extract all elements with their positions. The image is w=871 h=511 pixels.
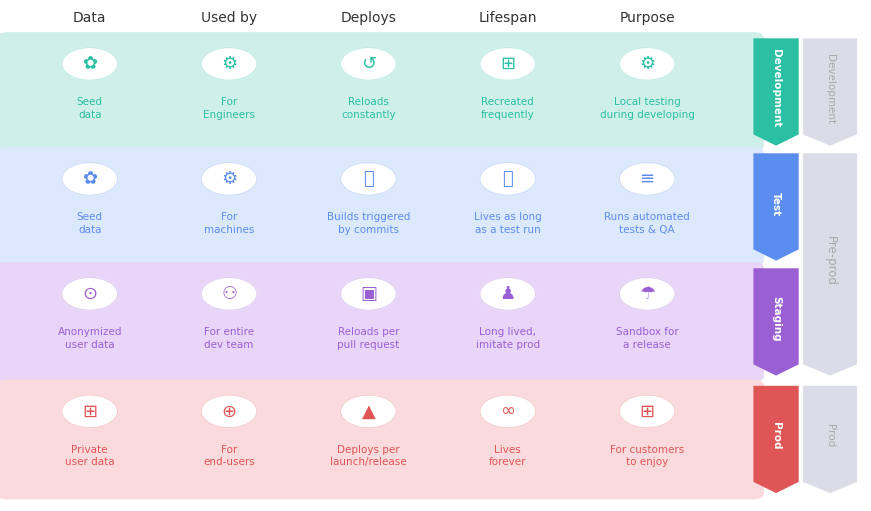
Circle shape [62, 162, 118, 195]
Polygon shape [753, 38, 799, 146]
Text: ⏱: ⏱ [503, 170, 513, 188]
Text: Purpose: Purpose [619, 11, 675, 25]
Circle shape [341, 395, 396, 428]
Text: ⚙: ⚙ [221, 170, 237, 188]
Text: ⊕: ⊕ [221, 402, 237, 421]
Text: Data: Data [73, 11, 106, 25]
Polygon shape [753, 153, 799, 261]
Circle shape [341, 277, 396, 310]
Circle shape [480, 48, 536, 80]
Polygon shape [753, 268, 799, 376]
Text: ⊞: ⊞ [82, 402, 98, 421]
Text: ✿: ✿ [82, 170, 98, 188]
FancyBboxPatch shape [0, 262, 764, 382]
Text: Development: Development [825, 54, 835, 124]
Text: ⊞: ⊞ [639, 402, 655, 421]
Text: Lifespan: Lifespan [478, 11, 537, 25]
Text: ⚙: ⚙ [639, 55, 655, 73]
Text: ⚇: ⚇ [221, 285, 237, 303]
Text: Prod: Prod [825, 425, 835, 448]
Polygon shape [803, 153, 857, 376]
Text: ▣: ▣ [360, 285, 377, 303]
Text: Deploys: Deploys [341, 11, 396, 25]
Text: Lives as long
as a test run: Lives as long as a test run [474, 212, 542, 235]
Circle shape [201, 395, 257, 428]
Circle shape [201, 277, 257, 310]
Circle shape [62, 48, 118, 80]
Circle shape [341, 162, 396, 195]
Circle shape [62, 277, 118, 310]
Text: For
Engineers: For Engineers [203, 97, 255, 120]
Text: ↺: ↺ [361, 55, 376, 73]
Text: Development: Development [771, 50, 781, 128]
Text: ✿: ✿ [82, 55, 98, 73]
Text: Runs automated
tests & QA: Runs automated tests & QA [604, 212, 690, 235]
Text: Staging: Staging [771, 296, 781, 341]
Text: For entire
dev team: For entire dev team [204, 327, 254, 350]
Text: For
machines: For machines [204, 212, 254, 235]
Circle shape [201, 48, 257, 80]
Text: Reloads per
pull request: Reloads per pull request [337, 327, 400, 350]
Text: Pre-prod: Pre-prod [824, 236, 836, 286]
Text: Seed
data: Seed data [77, 97, 103, 120]
Text: Reloads
constantly: Reloads constantly [341, 97, 395, 120]
Text: Used by: Used by [201, 11, 257, 25]
Text: ⌚: ⌚ [363, 170, 374, 188]
Polygon shape [753, 386, 799, 493]
Circle shape [619, 48, 675, 80]
Text: Seed
data: Seed data [77, 212, 103, 235]
Text: Prod: Prod [771, 422, 781, 450]
Text: ⊞: ⊞ [500, 55, 516, 73]
Text: Anonymized
user data: Anonymized user data [57, 327, 122, 350]
Text: ≡: ≡ [639, 170, 655, 188]
Circle shape [619, 277, 675, 310]
Text: ⚙: ⚙ [221, 55, 237, 73]
FancyBboxPatch shape [0, 32, 764, 152]
Text: For
end-users: For end-users [203, 445, 255, 468]
Circle shape [341, 48, 396, 80]
Text: Builds triggered
by commits: Builds triggered by commits [327, 212, 410, 235]
Text: ∞: ∞ [500, 402, 516, 421]
Text: Recreated
frequently: Recreated frequently [481, 97, 535, 120]
Circle shape [480, 395, 536, 428]
Text: Test: Test [771, 192, 781, 216]
Text: Local testing
during developing: Local testing during developing [600, 97, 694, 120]
Text: Private
user data: Private user data [65, 445, 114, 468]
Circle shape [480, 277, 536, 310]
Text: For customers
to enjoy: For customers to enjoy [610, 445, 685, 468]
FancyBboxPatch shape [0, 147, 764, 267]
Polygon shape [803, 386, 857, 493]
Text: ☂: ☂ [639, 285, 655, 303]
Circle shape [201, 162, 257, 195]
Text: Sandbox for
a release: Sandbox for a release [616, 327, 679, 350]
Text: Long lived,
imitate prod: Long lived, imitate prod [476, 327, 540, 350]
Circle shape [619, 162, 675, 195]
Circle shape [480, 162, 536, 195]
Text: ♟: ♟ [500, 285, 516, 303]
Polygon shape [803, 38, 857, 146]
Text: ⊙: ⊙ [82, 285, 98, 303]
Text: Deploys per
launch/release: Deploys per launch/release [330, 445, 407, 468]
Text: Lives
forever: Lives forever [489, 445, 527, 468]
Text: ▲: ▲ [361, 402, 375, 421]
Circle shape [619, 395, 675, 428]
FancyBboxPatch shape [0, 380, 764, 499]
Circle shape [62, 395, 118, 428]
